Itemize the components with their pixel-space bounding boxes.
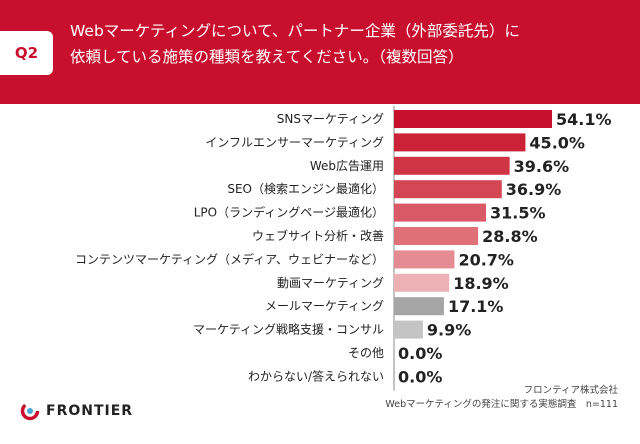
category-label: マーケティング戦略支援・コンサル: [193, 322, 384, 337]
category-label: Web広告運用: [310, 159, 384, 173]
value-label: 39.6%: [514, 157, 570, 176]
value-label: 17.1%: [448, 297, 504, 316]
value-label: 0.0%: [398, 367, 442, 386]
bar: [394, 110, 552, 128]
logo-text: FRONTIER: [46, 403, 134, 419]
bar-chart: SNSマーケティング 54.1% インフルエンサーマーケティング 45.0% Web広告…: [75, 106, 612, 391]
source-note: フロンティア株式会社 Webマーケティングの発注に関する実態調査 n=111: [385, 384, 618, 412]
bar: [394, 133, 526, 152]
category-label: SEO（検索エンジン最適化）: [227, 181, 384, 196]
bar: [394, 297, 444, 316]
value-label: 28.8%: [482, 227, 538, 246]
value-label: 54.1%: [556, 110, 612, 129]
category-label: その他: [348, 346, 384, 360]
category-label: SNSマーケティング: [277, 112, 384, 126]
question-header: Q2 Webマーケティングについて、パートナー企業（外部委託先）に 依頼している…: [0, 0, 640, 104]
question-text: Webマーケティングについて、パートナー企業（外部委託先）に 依頼している施策の…: [70, 22, 520, 66]
value-label: 45.0%: [529, 133, 585, 152]
category-label: インフルエンサーマーケティング: [205, 135, 384, 149]
frontier-logo-icon: [20, 401, 40, 421]
bar: [394, 273, 450, 292]
bar: [394, 203, 486, 222]
category-label: LPO（ランディングページ最適化）: [194, 205, 384, 220]
value-label: 9.9%: [427, 321, 471, 340]
value-label: 31.5%: [490, 204, 546, 223]
value-label: 36.9%: [506, 180, 562, 199]
source-survey: Webマーケティングの発注に関する実態調査 n=111: [385, 399, 618, 410]
bar: [394, 156, 510, 175]
category-label: わからない/答えられない: [248, 368, 384, 383]
category-label: コンテンツマーケティング（メディア、ウェビナーなど）: [75, 251, 384, 266]
value-label: 0.0%: [398, 344, 442, 363]
category-label: ウェブサイト分析・改善: [252, 228, 384, 243]
source-company: フロンティア株式会社: [523, 385, 618, 396]
category-label: メールマーケティング: [265, 299, 384, 313]
value-label: 20.7%: [458, 250, 514, 269]
bar: [394, 250, 455, 269]
bar: [394, 180, 502, 199]
category-label: 動画マーケティング: [277, 276, 384, 290]
bar: [394, 320, 423, 339]
value-label: 18.9%: [453, 274, 509, 293]
question-badge: Q2: [0, 31, 53, 75]
frontier-logo: FRONTIER: [20, 401, 133, 421]
bar: [394, 227, 479, 245]
